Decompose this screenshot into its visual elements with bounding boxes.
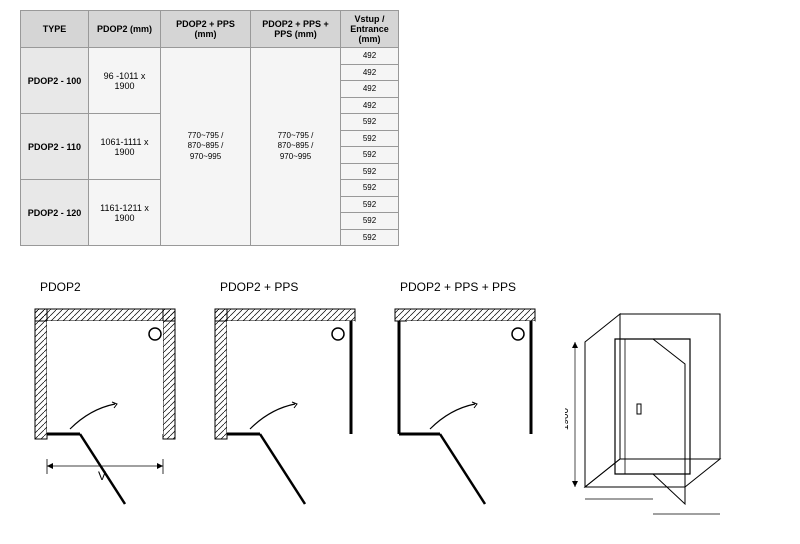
spec-table: TYPE PDOP2 (mm) PDOP2 + PPS (mm) PDOP2 +… xyxy=(20,10,399,246)
header-pdop2-pps: PDOP2 + PPS (mm) xyxy=(161,11,251,48)
entrance-cell: 592 xyxy=(341,229,399,246)
pdop2-pps-svg xyxy=(200,304,370,524)
config1-cell: 770~795 / 870~895 / 970~995 xyxy=(161,48,251,246)
config2-cell: 770~795 / 870~895 / 970~995 xyxy=(251,48,341,246)
entrance-cell: 492 xyxy=(341,48,399,65)
entrance-cell: 592 xyxy=(341,130,399,147)
dim-cell: 1161-1211 x 1900 xyxy=(89,180,161,246)
diagram-title: PDOP2 xyxy=(40,280,200,294)
type-cell: PDOP2 - 110 xyxy=(21,114,89,180)
v-label: V xyxy=(98,469,106,483)
entrance-cell: 592 xyxy=(341,196,399,213)
diagrams-row: PDOP2 V PDOP2 + PPS xyxy=(20,280,780,534)
type-cell: PDOP2 - 100 xyxy=(21,48,89,114)
diagram-pdop2: PDOP2 V xyxy=(20,280,200,534)
type-cell: PDOP2 - 120 xyxy=(21,180,89,246)
entrance-cell: 492 xyxy=(341,97,399,114)
pdop2-svg: V xyxy=(20,304,190,524)
iso-svg: 1900 xyxy=(565,304,745,534)
height-label: 1900 xyxy=(565,407,571,430)
header-type: TYPE xyxy=(21,11,89,48)
entrance-cell: 492 xyxy=(341,81,399,98)
entrance-cell: 592 xyxy=(341,163,399,180)
pdop2-pps-pps-svg xyxy=(380,304,550,524)
header-pdop2-pps-pps: PDOP2 + PPS + PPS (mm) xyxy=(251,11,341,48)
entrance-cell: 592 xyxy=(341,114,399,131)
diagram-title: PDOP2 + PPS + PPS xyxy=(400,280,565,294)
entrance-cell: 492 xyxy=(341,64,399,81)
diagram-3d: 1900 xyxy=(565,280,745,534)
entrance-cell: 592 xyxy=(341,147,399,164)
diagram-title: PDOP2 + PPS xyxy=(220,280,380,294)
diagram-pdop2-pps-pps: PDOP2 + PPS + PPS xyxy=(380,280,565,534)
header-entrance: Vstup / Entrance (mm) xyxy=(341,11,399,48)
entrance-cell: 592 xyxy=(341,180,399,197)
entrance-cell: 592 xyxy=(341,213,399,230)
diagram-pdop2-pps: PDOP2 + PPS xyxy=(200,280,380,534)
dim-cell: 1061-1111 x 1900 xyxy=(89,114,161,180)
header-pdop2: PDOP2 (mm) xyxy=(89,11,161,48)
dim-cell: 96 -1011 x 1900 xyxy=(89,48,161,114)
